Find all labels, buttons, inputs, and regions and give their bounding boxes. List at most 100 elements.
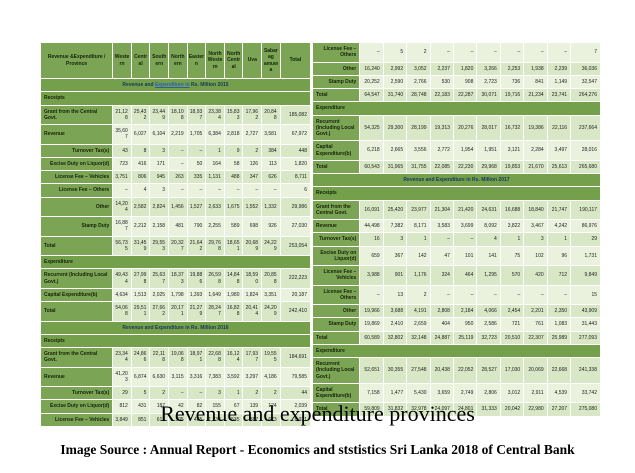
table-cell: 54,325 xyxy=(360,115,383,141)
table-cell: 102 xyxy=(524,246,547,265)
section-header: Receipts xyxy=(313,187,600,200)
table-cell: 25,119 xyxy=(453,331,477,344)
table-cell: – xyxy=(169,387,187,400)
table-cell: 16,828 xyxy=(224,302,243,321)
table-cell: 1,393 xyxy=(187,288,206,301)
table-row: Revenue 44,498 7,382 8,171 3,583 3,699 8,092 3,… xyxy=(313,220,600,233)
table-cell: 5,430 xyxy=(407,383,430,403)
table-cell: 17,937 xyxy=(243,348,262,367)
column-header: Central xyxy=(131,43,150,78)
table-cell: 384 xyxy=(262,144,280,157)
table-cell: 28,527 xyxy=(477,358,500,383)
table-cell: 17,962 xyxy=(243,105,262,124)
table-cell: 28,017 xyxy=(477,115,500,141)
table-cell: 3 xyxy=(383,233,407,246)
table-row: Turnover Tax(s) 29 5 2– –3 1 2 2 44 xyxy=(41,387,310,400)
table-cell: 3 xyxy=(150,144,169,157)
table-cell: 926 xyxy=(262,217,280,236)
table-cell: 20,438 xyxy=(430,358,453,383)
table-cell: 264,276 xyxy=(571,89,600,102)
year-band-row: Revenue and Expenditure in Rs. Million 2… xyxy=(41,321,310,334)
row-label: Turnover Tax(s) xyxy=(41,387,113,400)
row-label: Revenue xyxy=(41,367,113,386)
table-cell: 2,659 xyxy=(407,318,430,331)
table-cell: 2,025 xyxy=(150,288,169,301)
table-cell: 23,344 xyxy=(113,348,131,367)
column-header: Western xyxy=(113,43,131,78)
table-cell: 3,316 xyxy=(187,367,206,386)
table-cell: 32,547 xyxy=(571,75,600,88)
table-cell: 43,909 xyxy=(571,305,600,318)
table-cell: 24,887 xyxy=(430,331,453,344)
section-row: Receipts xyxy=(41,334,310,347)
expenditure-link[interactable]: Expenditure in xyxy=(154,82,190,88)
section-header: Expenditure xyxy=(313,102,600,115)
table-cell: 29,768 xyxy=(206,236,224,255)
row-label: License Fee – Others xyxy=(313,43,360,62)
table-cell: – xyxy=(500,285,524,304)
table-cell: 6,104 xyxy=(150,125,169,144)
table-cell: 67,972 xyxy=(280,125,310,144)
table-cell: 29,968 xyxy=(477,160,500,173)
year-band-title: Revenue and Expenditure in Rs. Million 2… xyxy=(41,79,310,92)
table-row: Total 60,543 31,965 31,755 22,085 22,230 29,96… xyxy=(313,160,600,173)
table-cell: 2,158 xyxy=(150,217,169,236)
table-cell: 35,607 xyxy=(113,125,131,144)
table-cell: 626 xyxy=(262,171,280,184)
table-cell: 3 xyxy=(206,387,224,400)
table-cell: 64,547 xyxy=(360,89,383,102)
table-cell: – xyxy=(430,43,453,62)
table-cell: 2,255 xyxy=(206,217,224,236)
table-cell: – xyxy=(187,387,206,400)
table-cell: 18,840 xyxy=(524,200,547,219)
table-cell: 6,384 xyxy=(206,125,224,144)
section-row: Receipts xyxy=(313,187,600,200)
table-cell: 22,052 xyxy=(453,358,477,383)
table-cell: 3,052 xyxy=(407,62,430,75)
table-cell: 721 xyxy=(500,318,524,331)
table-cell: 908 xyxy=(453,75,477,88)
table-cell: 19,853 xyxy=(500,160,524,173)
table-cell: – xyxy=(453,43,477,62)
table-cell: 187 xyxy=(150,400,169,413)
table-cell: 851 xyxy=(131,413,150,426)
table-cell: 659 xyxy=(360,246,383,265)
table-cell: 27,998 xyxy=(131,269,150,288)
table-cell: 22,307 xyxy=(524,331,547,344)
table-cell: 24,209 xyxy=(262,302,280,321)
table-cell: 19,068 xyxy=(169,348,187,367)
table-cell: 29,511 xyxy=(131,302,150,321)
table-cell: 416 xyxy=(131,157,150,170)
table-cell: 16 xyxy=(360,233,383,246)
table-cell: 1,820 xyxy=(280,157,310,170)
corner-header-cell: Revenue &Expenditure / Province xyxy=(41,43,113,78)
table-cell: 841 xyxy=(524,75,547,88)
table-cell: 1,980 xyxy=(224,288,243,301)
table-cell: 17,030 xyxy=(500,358,524,383)
table-cell: 22,980 xyxy=(524,403,547,416)
row-label: Total xyxy=(313,331,360,344)
table-cell: – xyxy=(430,233,453,246)
table-cell: 1 xyxy=(407,233,430,246)
table-row: Stamp Duty 16,887 2,212 2,158 481 790 2,255 589… xyxy=(41,217,310,236)
table-cell: 44 xyxy=(280,387,310,400)
table-cell: 736 xyxy=(500,75,524,88)
table-cell: 41,203 xyxy=(113,367,131,386)
table-cell: 16,732 xyxy=(500,115,524,141)
table-cell: 155 xyxy=(206,400,224,413)
table-cell: 32,978 xyxy=(407,403,430,416)
table-cell: 20,689 xyxy=(243,236,262,255)
table-cell: 1,552 xyxy=(243,197,262,216)
table-cell: 164 xyxy=(206,157,224,170)
table-cell: 8,171 xyxy=(407,220,430,233)
table-cell: 448 xyxy=(280,144,310,157)
table-cell: 3,121 xyxy=(500,141,524,160)
table-cell: 1,131 xyxy=(206,171,224,184)
table-cell: 2 xyxy=(262,387,280,400)
table-cell: 23,741 xyxy=(547,89,571,102)
table-cell: 21,234 xyxy=(524,89,547,102)
table-cell: 950 xyxy=(453,318,477,331)
table-cell: 2,749 xyxy=(453,383,477,403)
row-label: Revenue xyxy=(41,125,113,144)
row-label: Grant from the Central Govt. xyxy=(313,200,360,219)
